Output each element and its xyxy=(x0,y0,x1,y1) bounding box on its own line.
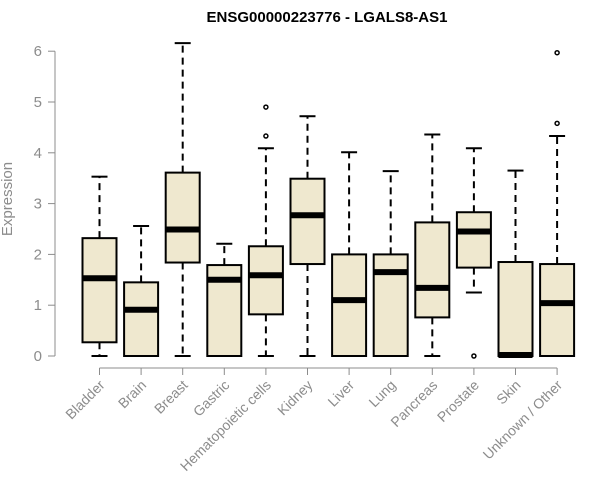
y-tick-label: 4 xyxy=(34,145,42,162)
box-iqr xyxy=(289,177,326,266)
x-tick-label: Breast xyxy=(151,377,191,417)
box-iqr xyxy=(247,245,284,316)
x-tick-label: Liver xyxy=(324,377,357,410)
box-skin xyxy=(497,169,534,358)
box-iqr xyxy=(331,253,368,357)
box-breast xyxy=(164,42,201,357)
outlier-point xyxy=(554,120,560,127)
box-liver xyxy=(331,151,368,357)
y-axis: 0 1 2 3 4 5 6 xyxy=(34,43,56,365)
box-hematopoietic-cells xyxy=(247,104,284,357)
box-bladder xyxy=(81,175,118,357)
y-tick-label: 6 xyxy=(34,43,42,60)
outlier-point xyxy=(554,49,560,56)
y-tick-label: 0 xyxy=(34,348,42,365)
x-tick-label: Prostate xyxy=(434,377,482,425)
outlier-point xyxy=(263,104,269,110)
x-tick-label: Lung xyxy=(365,377,398,410)
y-tick-label: 2 xyxy=(34,246,42,263)
outlier-point xyxy=(471,353,477,359)
x-tick-label: Skin xyxy=(493,377,524,408)
box-pancreas xyxy=(414,133,451,357)
box-iqr xyxy=(455,211,492,269)
y-tick-label: 1 xyxy=(34,297,42,314)
box-gastric xyxy=(206,242,243,357)
outlier-point xyxy=(263,133,269,139)
box-kidney xyxy=(289,115,326,357)
box-prostate xyxy=(455,147,492,359)
box-iqr xyxy=(164,171,201,264)
box-iqr xyxy=(123,281,160,357)
y-tick-label: 5 xyxy=(34,94,42,111)
x-tick-label: Unknown / Other xyxy=(480,377,566,463)
box-lung xyxy=(372,170,409,357)
box-iqr xyxy=(81,237,118,344)
box-brain xyxy=(123,224,160,357)
chart-title: ENSG00000223776 - LGALS8-AS1 xyxy=(207,9,448,26)
box-iqr xyxy=(539,263,576,357)
box-iqr xyxy=(414,221,451,319)
boxes-group xyxy=(81,42,576,359)
x-tick-label: Brain xyxy=(115,377,149,411)
x-tick-label: Kidney xyxy=(274,377,316,419)
box-unknown-other xyxy=(539,49,576,357)
y-axis-label: Expression xyxy=(0,162,16,236)
box-iqr xyxy=(497,261,534,357)
y-tick-label: 3 xyxy=(34,196,42,213)
x-tick-label: Bladder xyxy=(62,377,108,423)
